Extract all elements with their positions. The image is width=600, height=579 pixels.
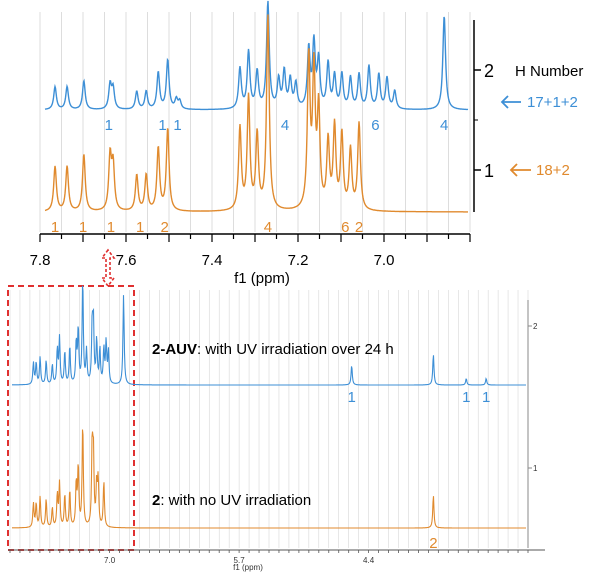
- blue-h-count-text: 17+1+2: [527, 94, 578, 111]
- zoom-spectrum-2: [44, 14, 468, 213]
- full-integration-label: 2: [429, 535, 437, 552]
- orange-h-count-text: 18+2: [536, 162, 570, 179]
- zoom-x-tick-label: 7.2: [288, 252, 309, 269]
- zoom-integration-label: 1: [51, 219, 59, 236]
- full-annotations: 1 1 12: [348, 389, 491, 552]
- blue-arrowhead-icon: [500, 95, 509, 109]
- full-y-tick-label-1: 1: [533, 464, 538, 473]
- zoom-integration-label: 1: [79, 219, 87, 236]
- zoom-x-tick-label: 7.4: [202, 252, 223, 269]
- zoom-x-tick-label: 7.8: [30, 252, 51, 269]
- full-x-tick-label: 7.0: [104, 556, 116, 565]
- zoom-integration-label: 1: [173, 117, 181, 134]
- h-number-label: H Number: [515, 63, 583, 80]
- orange-arrowhead-icon: [509, 163, 518, 177]
- caption-2-bold: 2: [152, 492, 160, 509]
- zoom-indicator: [7, 248, 135, 551]
- zoom-x-axis-title: f1 (ppm): [234, 270, 290, 287]
- zoom-integration-label: 1: [136, 219, 144, 236]
- zoom-integration-label: 4: [440, 117, 448, 134]
- zoom-double-arrow-icon: [100, 248, 116, 288]
- zoom-integration-label: 4: [264, 219, 272, 236]
- caption-2-AUV-text: : with UV irradiation over 24 h: [197, 341, 394, 358]
- full-panel: 1 1 12 2-AUV: with UV irradiation over 24 …: [8, 285, 545, 572]
- zoom-integration-label: 1: [107, 219, 115, 236]
- full-y-tick-label-2: 2: [533, 322, 538, 331]
- full-integration-label: 1: [482, 389, 490, 406]
- full-integration-label: 1: [462, 389, 470, 406]
- zoom-integration-label: 1: [105, 117, 113, 134]
- full-spectrum-2-AUV: [12, 285, 526, 386]
- full-integration-label: 1: [348, 389, 356, 406]
- zoom-annotations: 1 1 1 4 6 41 1 1 1 2 4 6 2: [51, 117, 448, 236]
- zoom-integration-label: 2: [355, 219, 363, 236]
- zoom-integration-label: 2: [161, 219, 169, 236]
- zoom-x-ticks: 7.8 7.6 7.4 7.2 7.0: [30, 234, 471, 269]
- zoom-spectrum-2-AUV: [44, 0, 469, 111]
- orange-h-count-label: 18+2: [509, 162, 570, 179]
- zoom-y-tick-label-1: 1: [484, 161, 494, 181]
- full-x-tick-label: 4.4: [363, 556, 375, 565]
- caption-2: 2: with no UV irradiation: [152, 492, 311, 509]
- zoom-integration-label: 6: [371, 117, 379, 134]
- caption-2-text: : with no UV irradiation: [160, 492, 311, 509]
- zoom-panel: 1 1 1 4 6 41 1 1 1 2 4 6 2 7.8 7.6 7.4 7.2 7.0 f1 (ppm) …: [30, 0, 583, 287]
- full-x-tick-label: 5.7: [234, 556, 246, 565]
- zoom-integration-label: 1: [158, 117, 166, 134]
- caption-2-AUV: 2-AUV: with UV irradiation over 24 h: [152, 341, 394, 358]
- zoom-integration-label: 4: [281, 117, 289, 134]
- zoom-x-tick-label: 7.6: [116, 252, 137, 269]
- full-spectrum-2: [12, 429, 526, 529]
- zoom-x-tick-label: 7.0: [374, 252, 395, 269]
- full-x-axis-title: f1 (ppm): [233, 563, 263, 572]
- caption-2-AUV-bold: 2-AUV: [152, 341, 197, 358]
- full-gridlines: [9, 290, 529, 548]
- zoom-integration-label: 6: [341, 219, 349, 236]
- full-x-ticks: 7.0 5.7 4.4: [9, 550, 529, 565]
- zoom-y-tick-label-2: 2: [484, 61, 494, 81]
- blue-h-count-label: 17+1+2: [500, 94, 578, 111]
